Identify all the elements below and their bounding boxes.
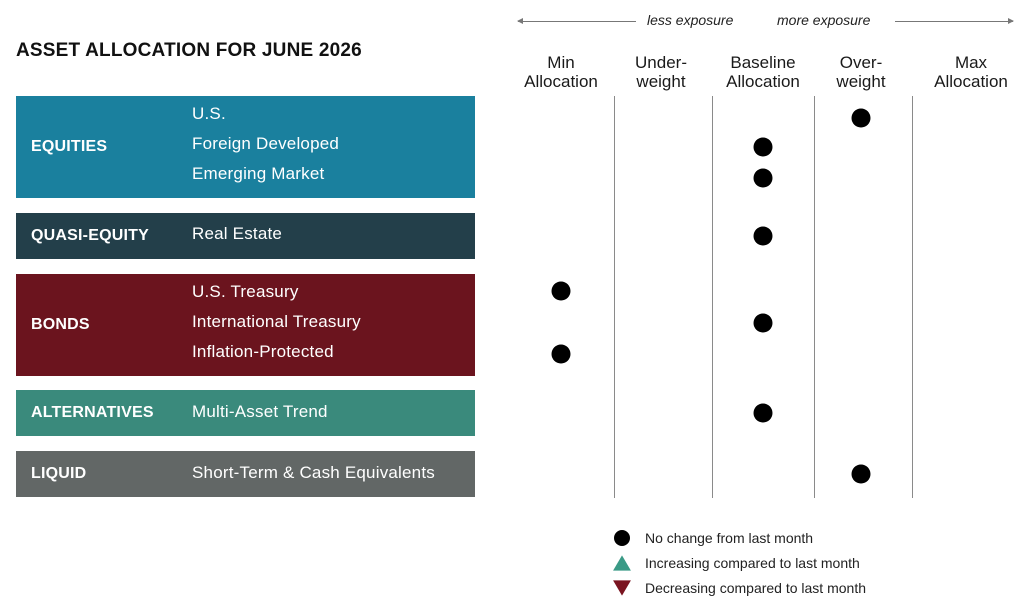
asset-group-band: BONDS U.S. Treasury International Treasury…: [16, 274, 475, 376]
asset-class-label: Multi-Asset Trend: [192, 402, 328, 421]
asset-class-label: Emerging Market: [192, 164, 325, 183]
asset-class-label: International Treasury: [192, 312, 361, 331]
more-exposure-label: more exposure: [777, 12, 871, 28]
column-header: Max Allocation: [934, 53, 1008, 91]
legend-label: Decreasing compared to last month: [645, 580, 866, 596]
allocation-marker: [753, 226, 773, 246]
column-divider: [912, 96, 913, 498]
legend-label: Increasing compared to last month: [645, 555, 860, 571]
legend-triangle-down-icon: [613, 580, 631, 596]
asset-group-band: ALTERNATIVES Multi-Asset Trend: [16, 390, 475, 436]
allocation-marker: [551, 344, 571, 364]
legend-symbol: [613, 580, 631, 596]
asset-class-label: U.S.: [192, 104, 226, 123]
legend-symbol: [613, 555, 631, 571]
less-exposure-label: less exposure: [647, 12, 734, 28]
column-divider: [614, 96, 615, 498]
page-title: ASSET ALLOCATION FOR JUNE 2026: [16, 40, 362, 61]
column-header: Over- weight: [836, 53, 886, 91]
asset-group-name: EQUITIES: [31, 138, 108, 155]
legend-circle-icon: [614, 530, 630, 546]
allocation-marker: [753, 137, 773, 157]
column-header: Under- weight: [635, 53, 687, 91]
legend-label: No change from last month: [645, 530, 814, 546]
allocation-marker: [753, 313, 773, 333]
asset-group-name: QUASI-EQUITY: [31, 227, 149, 244]
allocation-marker: [851, 108, 871, 128]
asset-group-name: ALTERNATIVES: [31, 404, 154, 421]
asset-group-name: LIQUID: [31, 465, 87, 482]
column-divider: [814, 96, 815, 498]
allocation-marker: [753, 168, 773, 188]
allocation-marker: [753, 403, 773, 423]
column-header: Baseline Allocation: [726, 53, 800, 91]
legend-symbol: [614, 530, 630, 546]
more-exposure-arrow: [895, 18, 1014, 24]
legend-triangle-up-icon: [613, 555, 631, 571]
asset-class-label: Foreign Developed: [192, 134, 340, 153]
allocation-marker: [851, 464, 871, 484]
asset-group-band: EQUITIES U.S. Foreign Developed Emerging Ma…: [16, 96, 475, 198]
allocation-marker: [551, 281, 571, 301]
asset-class-label: U.S. Treasury: [192, 282, 299, 301]
asset-class-label: Real Estate: [192, 224, 283, 243]
asset-class-label: Short-Term & Cash Equivalents: [192, 463, 435, 482]
less-exposure-arrow: [517, 18, 636, 24]
column-divider: [712, 96, 713, 498]
asset-group-band: LIQUID Short-Term & Cash Equivalents: [16, 451, 475, 497]
asset-class-label: Inflation-Protected: [192, 342, 334, 361]
asset-group-name: BONDS: [31, 316, 90, 333]
asset-group-band: QUASI-EQUITY Real Estate: [16, 213, 475, 259]
column-header: Min Allocation: [524, 53, 598, 91]
